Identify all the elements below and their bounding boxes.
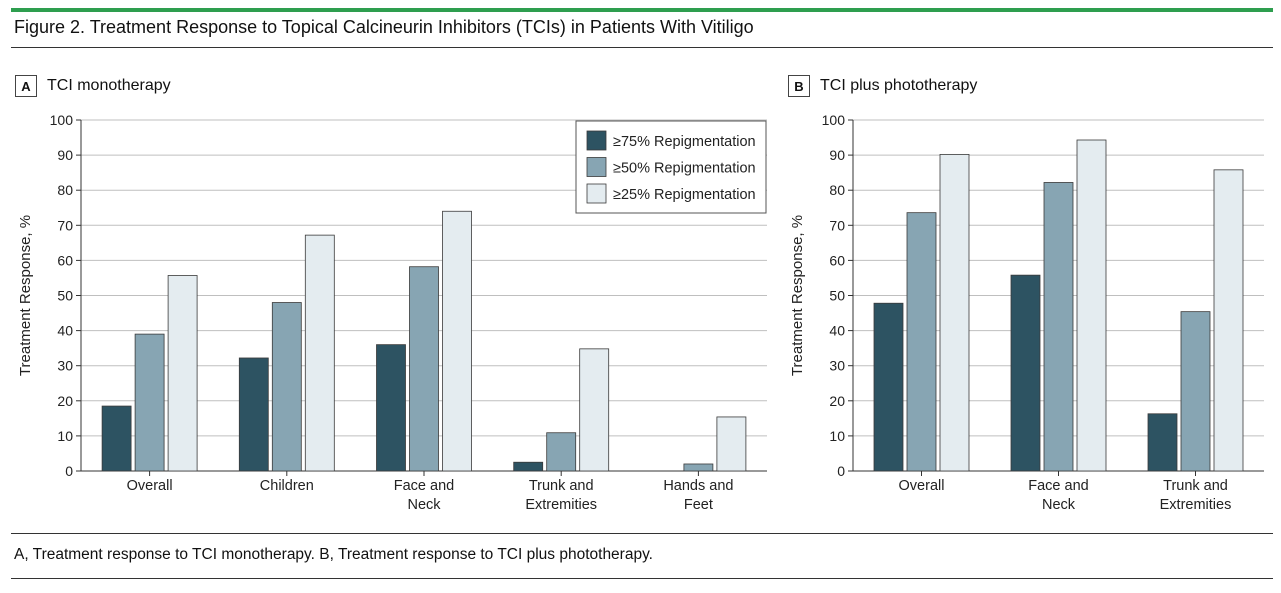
bar [238, 357, 269, 472]
caption-top-divider [11, 533, 1273, 534]
y-tick-label: 40 [829, 323, 845, 339]
legend-swatch [586, 130, 607, 151]
legend-swatch [586, 157, 607, 177]
panel-b-letter: B [788, 75, 810, 97]
x-tick-label: Neck [407, 497, 441, 513]
bar [134, 333, 165, 472]
y-tick-label: 30 [57, 358, 73, 374]
legend-box [575, 120, 767, 214]
x-tick-label: Extremities [525, 497, 597, 513]
panel-a-title: TCI monotherapy [47, 77, 171, 94]
x-tick-label: Trunk and [1163, 478, 1228, 494]
title-divider [11, 47, 1273, 48]
x-tick-label: Hands and [663, 478, 733, 494]
panel-a-header: A TCI monotherapy [15, 75, 171, 97]
legend-swatch [586, 183, 607, 204]
x-tick-label: Children [260, 478, 314, 494]
x-tick-label: Extremities [1160, 497, 1232, 513]
x-tick-label: Face and [1028, 478, 1088, 494]
legend-label: ≥75% Repigmentation [613, 134, 756, 150]
x-tick-label: Trunk and [529, 478, 594, 494]
y-axis-label: Treatment Response, % [789, 215, 806, 376]
bar [1147, 413, 1178, 472]
y-tick-label: 80 [829, 182, 845, 198]
figure-title: Figure 2. Treatment Response to Topical … [14, 17, 754, 37]
y-tick-label: 70 [829, 217, 845, 233]
y-tick-label: 10 [829, 428, 845, 444]
x-tick-label: Neck [1042, 497, 1076, 513]
x-tick-label: Overall [899, 478, 945, 494]
y-tick-label: 40 [57, 323, 73, 339]
bar [546, 432, 577, 472]
y-tick-label: 60 [57, 252, 73, 268]
bar [1010, 274, 1041, 472]
y-tick-label: 90 [57, 147, 73, 163]
y-tick-label: 50 [57, 288, 73, 304]
bar [939, 153, 970, 472]
x-tick-label: Feet [684, 497, 713, 513]
y-tick-label: 10 [57, 428, 73, 444]
y-tick-label: 50 [829, 288, 845, 304]
panel-a-letter: A [15, 75, 37, 97]
bar [271, 302, 302, 472]
chart-panel-a: 0 10 20 30 40 50 60 70 80 90 100 Treatment Response… [17, 112, 767, 513]
y-tick-label: 80 [57, 182, 73, 198]
legend-label: ≥25% Repigmentation [613, 187, 756, 203]
bar [1180, 311, 1211, 472]
y-tick-label: 70 [57, 217, 73, 233]
x-tick-label: Face and [394, 478, 454, 494]
bar [873, 302, 904, 472]
y-tick-label: 90 [829, 147, 845, 163]
y-tick-label: 0 [837, 463, 845, 479]
y-tick-label: 0 [65, 463, 73, 479]
bar [683, 463, 714, 472]
chart-panel-b: 0 10 20 30 40 50 60 70 80 90 100 Treatment Response… [789, 112, 1264, 513]
bar [167, 275, 198, 472]
bar [304, 234, 335, 472]
figure-caption: A, Treatment response to TCI monotherapy… [14, 546, 653, 563]
y-axis-label: Treatment Response, % [17, 215, 34, 376]
x-tick-label: Overall [127, 478, 173, 494]
bar [716, 416, 747, 472]
bar [376, 344, 406, 472]
caption-bottom-divider [11, 578, 1273, 579]
y-tick-label: 100 [822, 112, 846, 128]
bar [513, 461, 544, 472]
bar [579, 348, 610, 472]
y-tick-label: 20 [57, 393, 73, 409]
top-accent-rule [11, 8, 1273, 12]
bar [1043, 182, 1074, 472]
panel-b-title: TCI plus phototherapy [820, 77, 978, 94]
bar [442, 210, 472, 472]
y-tick-label: 100 [50, 112, 74, 128]
panel-b-header: B TCI plus phototherapy [788, 75, 977, 97]
legend-label: ≥50% Repigmentation [613, 161, 756, 177]
bar [101, 405, 132, 472]
bar [1213, 169, 1244, 472]
bar [906, 212, 937, 472]
y-tick-label: 60 [829, 252, 845, 268]
y-tick-label: 30 [829, 358, 845, 374]
legend: ≥75% Repigmentation ≥50% Repigmentation ≥2… [575, 120, 767, 214]
bar [409, 266, 439, 472]
y-tick-label: 20 [829, 393, 845, 409]
bar [1076, 139, 1107, 472]
